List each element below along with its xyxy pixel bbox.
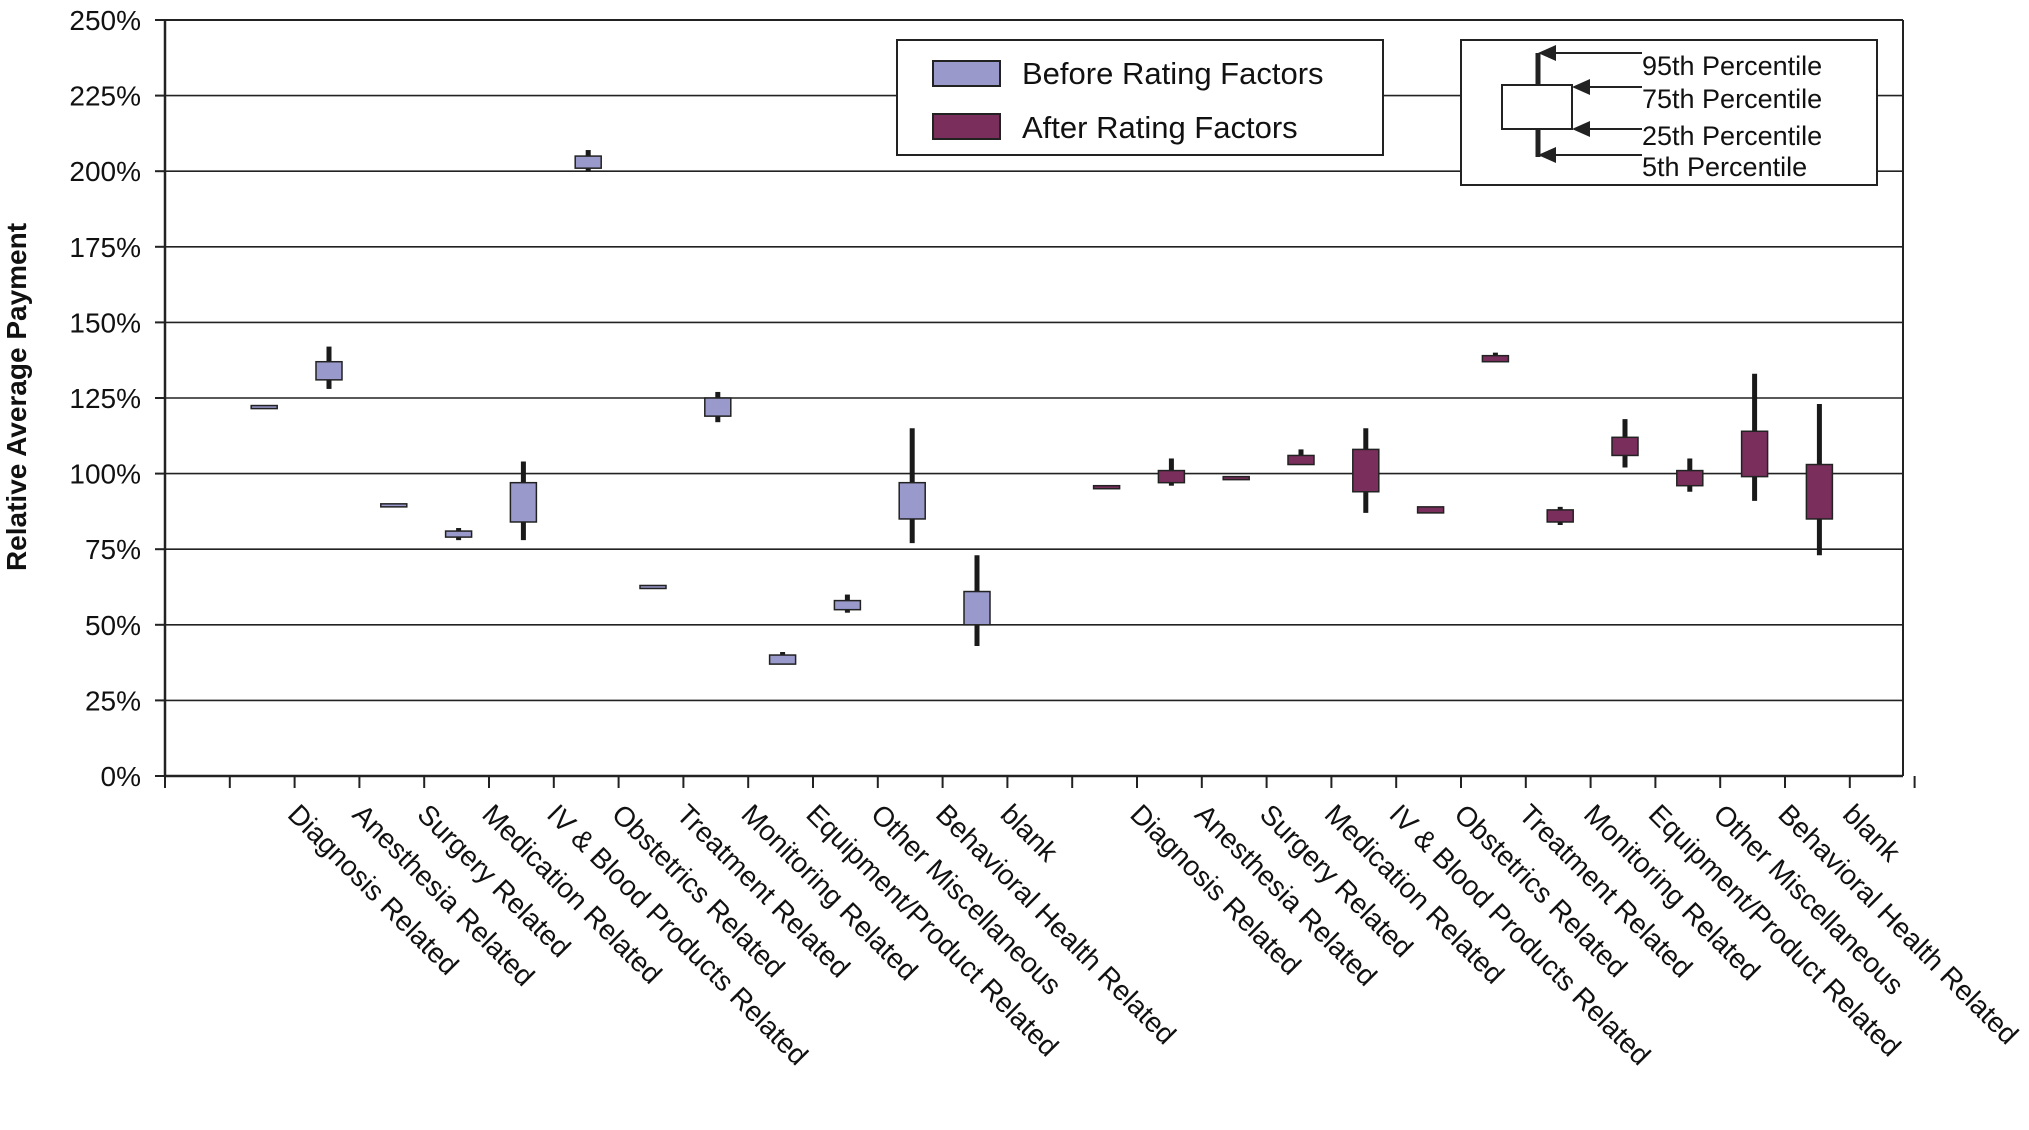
y-tick-label: 0% [101,761,141,792]
legend: Before Rating Factors After Rating Facto… [896,39,1384,156]
y-tick-label: 100% [69,459,141,490]
box [963,590,991,626]
marks-layer [250,150,1834,665]
box [898,481,926,520]
key-arrowhead-5 [1538,147,1556,163]
box [1676,469,1704,487]
y-axis-title: Relative Average Payment [1,223,32,571]
key-label-25: 25th Percentile [1642,121,1822,151]
box [1352,448,1380,493]
box [250,404,278,410]
box [1611,436,1639,457]
legend-swatch-after [932,113,1001,140]
y-tick-label: 75% [85,534,141,565]
legend-label-before: Before Rating Factors [1022,56,1324,91]
key-label-95: 95th Percentile [1642,51,1822,81]
box [639,584,667,590]
box [574,155,602,169]
legend-label-after: After Rating Factors [1022,110,1298,145]
box [704,397,732,417]
key-label-75: 75th Percentile [1642,84,1822,114]
box [833,599,862,611]
axis-layer: 0% 25% 50% 75% 100% 125% 150% 175% 200% 225% 250% [69,5,1916,792]
box [315,360,343,381]
key-label-5: 5th Percentile [1642,152,1807,182]
key-arrowhead-25 [1572,121,1590,137]
y-tick-label: 150% [69,307,141,338]
legend-swatch-before [932,60,1001,87]
y-tick-label: 175% [69,232,141,263]
box [1805,463,1834,520]
y-tick-label: 200% [69,156,141,187]
y-tick-label: 50% [85,610,141,641]
box [768,654,797,665]
box [1740,430,1769,478]
key-box [1501,84,1573,130]
box [1546,509,1574,523]
key-arrowhead-75 [1572,79,1590,95]
box [1287,454,1315,466]
key-arrowhead-95 [1538,45,1556,61]
box [1481,354,1510,363]
x-tick-label: Behavioral Health Related [1772,798,2024,1050]
box [1092,484,1121,490]
y-tick-label: 25% [85,685,141,716]
y-tick-label: 125% [69,383,141,414]
percentile-key: 95th Percentile 75th Percentile 25th Per… [1460,39,1878,186]
box [1416,506,1445,514]
box [509,481,538,523]
y-tick-label: 250% [69,5,141,36]
box [1222,475,1250,481]
y-tick-label: 225% [69,81,141,112]
box [380,503,408,508]
box [1157,469,1186,484]
box [444,530,473,538]
